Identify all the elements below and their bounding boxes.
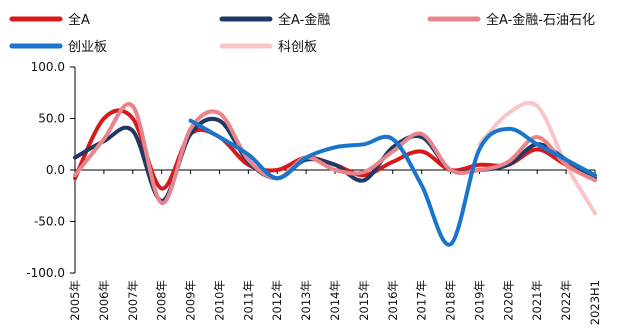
x-tick-label: 2005年 bbox=[68, 280, 82, 321]
legend-label-1: 全A-金融 bbox=[278, 12, 330, 28]
x-tick-label: 2019年 bbox=[472, 280, 486, 321]
legend-label-4: 科创板 bbox=[278, 40, 317, 55]
x-tick-label: 2007年 bbox=[126, 280, 140, 321]
x-tick-label: 2011年 bbox=[241, 280, 255, 321]
legend-label-3: 创业板 bbox=[68, 40, 107, 55]
legend-label-0: 全A bbox=[68, 12, 90, 28]
x-tick-label: 2012年 bbox=[270, 280, 284, 321]
x-tick-label: 2018年 bbox=[444, 280, 458, 321]
x-tick-label: 2023H1 bbox=[588, 280, 602, 325]
x-tick-label: 2021年 bbox=[530, 280, 544, 321]
x-tick-label: 2014年 bbox=[328, 280, 342, 321]
x-tick-label: 2013年 bbox=[299, 280, 313, 321]
y-tick-label: 0.0 bbox=[46, 163, 65, 177]
y-tick-label: 50.0 bbox=[38, 112, 65, 126]
x-tick-label: 2010年 bbox=[212, 280, 226, 321]
series-line-4 bbox=[477, 100, 597, 216]
y-tick-label: -100.0 bbox=[26, 266, 65, 280]
x-tick-label: 2017年 bbox=[415, 280, 429, 321]
y-tick-label: 100.0 bbox=[31, 60, 65, 74]
x-tick-label: 2020年 bbox=[501, 280, 515, 321]
x-tick-label: 2022年 bbox=[559, 280, 573, 321]
series-line-2 bbox=[73, 102, 597, 205]
legend-label-2: 全A-金融-石油石化 bbox=[486, 12, 595, 28]
x-tick-label: 2006年 bbox=[97, 280, 111, 321]
x-tick-label: 2008年 bbox=[155, 280, 169, 321]
x-tick-label: 2015年 bbox=[357, 280, 371, 321]
x-tick-label: 2016年 bbox=[386, 280, 400, 321]
y-tick-label: -50.0 bbox=[34, 215, 65, 229]
series-line-3 bbox=[188, 118, 597, 247]
x-tick-label: 2009年 bbox=[184, 280, 198, 321]
